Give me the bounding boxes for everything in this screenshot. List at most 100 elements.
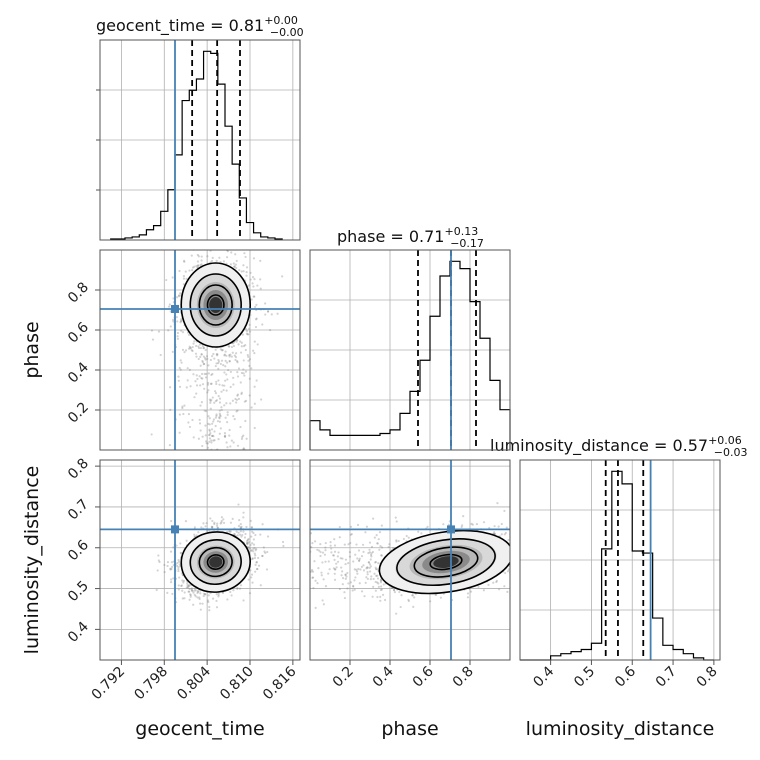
scatter-point bbox=[201, 435, 204, 438]
density-level bbox=[209, 556, 223, 568]
scatter-point bbox=[197, 255, 200, 258]
scatter-point bbox=[157, 330, 161, 333]
scatter-point bbox=[340, 566, 343, 569]
scatter-point bbox=[200, 401, 203, 404]
scatter-point bbox=[169, 325, 172, 328]
scatter-point bbox=[223, 431, 227, 435]
scatter-point bbox=[202, 592, 206, 595]
scatter-point bbox=[189, 593, 192, 597]
scatter-point bbox=[256, 343, 259, 346]
contour-line bbox=[206, 554, 225, 570]
scatter-point bbox=[203, 362, 206, 366]
scatter-point bbox=[187, 421, 190, 424]
scatter-point bbox=[320, 574, 323, 577]
x-tick-label: 0.810 bbox=[217, 664, 257, 704]
scatter-point bbox=[187, 590, 191, 593]
x-tick-label: 0.816 bbox=[260, 663, 300, 703]
scatter-point bbox=[377, 582, 380, 585]
scatter-point bbox=[226, 446, 229, 449]
scatter-point bbox=[332, 554, 335, 557]
scatter-point bbox=[168, 444, 171, 447]
scatter-point bbox=[398, 590, 401, 594]
scatter-point bbox=[177, 565, 180, 569]
scatter-point bbox=[254, 570, 257, 573]
scatter-point bbox=[228, 359, 231, 363]
scatter-point bbox=[170, 519, 173, 523]
scatter-point bbox=[220, 516, 224, 519]
scatter-point bbox=[208, 605, 211, 609]
scatter-point bbox=[200, 376, 203, 380]
scatter-point bbox=[237, 367, 241, 370]
scatter-point bbox=[177, 569, 180, 573]
scatter-point bbox=[249, 569, 252, 572]
y-tick-label: 0.6 bbox=[65, 319, 92, 346]
plot-layer: 0.792 0.798 0.804 0.810 0.816 0.2 0.4 0.6 0.8 0.4… bbox=[65, 39, 721, 704]
scatter-point bbox=[200, 353, 203, 356]
scatter-point bbox=[268, 329, 272, 332]
scatter-point bbox=[204, 593, 207, 596]
scatter-point bbox=[256, 567, 259, 571]
scatter-point bbox=[348, 551, 352, 554]
scatter-point bbox=[254, 325, 258, 329]
scatter-point bbox=[191, 227, 193, 229]
scatter-point bbox=[233, 265, 236, 268]
scatter-point bbox=[513, 544, 515, 546]
scatter-point bbox=[242, 372, 245, 375]
scatter-point bbox=[239, 523, 242, 526]
scatter-point bbox=[223, 404, 226, 407]
scatter-point bbox=[224, 359, 227, 362]
scatter-point bbox=[220, 408, 223, 412]
scatter-point bbox=[261, 554, 264, 558]
scatter-point bbox=[171, 592, 174, 596]
x-tick-label: 0.8 bbox=[694, 664, 721, 691]
scatter-point bbox=[253, 385, 256, 388]
scatter-point bbox=[221, 348, 224, 352]
y-tick-label: 0.8 bbox=[65, 279, 92, 306]
scatter-point bbox=[246, 353, 249, 357]
scatter-point bbox=[197, 346, 201, 350]
scatter-point bbox=[376, 577, 380, 580]
scatter-point bbox=[503, 585, 506, 588]
scatter-point bbox=[254, 554, 257, 557]
scatter-point bbox=[218, 417, 221, 420]
scatter-point bbox=[380, 579, 383, 582]
scatter-point bbox=[236, 371, 239, 374]
scatter-point bbox=[520, 532, 522, 534]
scatter-point bbox=[215, 259, 218, 263]
scatter-point bbox=[224, 350, 227, 353]
scatter-point bbox=[324, 585, 328, 588]
scatter-point bbox=[218, 416, 221, 419]
x-tick-label: 0.6 bbox=[410, 663, 437, 690]
scatter-point bbox=[369, 558, 372, 561]
contour-line bbox=[396, 538, 496, 586]
scatter-point bbox=[199, 263, 202, 267]
scatter-point bbox=[176, 331, 180, 335]
scatter-point bbox=[175, 316, 178, 319]
scatter-point bbox=[493, 531, 496, 534]
scatter-point bbox=[244, 327, 248, 331]
scatter-point bbox=[233, 354, 236, 357]
scatter-point bbox=[460, 525, 463, 529]
scatter-point bbox=[208, 423, 211, 426]
scatter-point bbox=[211, 256, 214, 259]
scatter-point bbox=[171, 350, 174, 353]
scatter-point bbox=[317, 567, 320, 570]
scatter-point bbox=[259, 584, 262, 587]
scatter-point bbox=[182, 579, 185, 582]
scatter-point bbox=[219, 362, 222, 366]
scatter-point bbox=[250, 535, 253, 538]
scatter-point bbox=[239, 526, 242, 529]
scatter-point bbox=[230, 594, 233, 597]
scatter-point bbox=[224, 416, 227, 419]
scatter-point bbox=[513, 555, 515, 557]
scatter-point bbox=[203, 387, 206, 390]
scatter-point bbox=[210, 526, 214, 529]
scatter-point bbox=[239, 340, 242, 343]
scatter-point bbox=[223, 353, 226, 356]
scatter-point bbox=[254, 549, 257, 552]
scatter-point bbox=[217, 595, 220, 598]
scatter-point bbox=[321, 599, 324, 602]
scatter-point bbox=[235, 340, 238, 343]
scatter-point bbox=[194, 380, 197, 383]
scatter-point bbox=[261, 554, 264, 558]
